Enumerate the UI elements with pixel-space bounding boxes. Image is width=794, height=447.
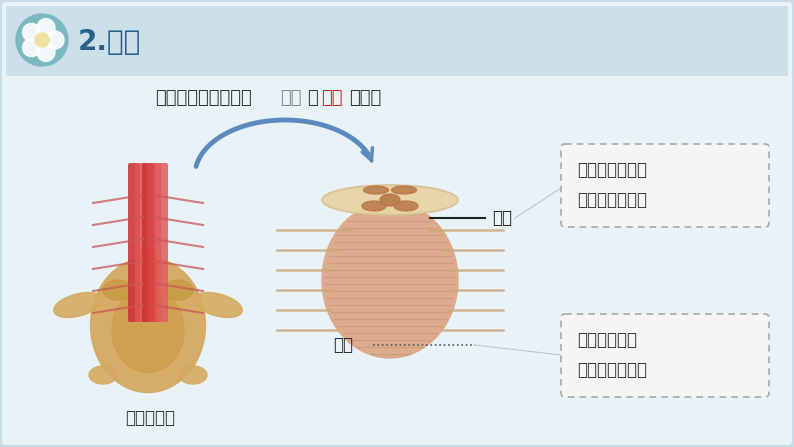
Text: 位置：灰质周围: 位置：灰质周围 <box>577 161 647 179</box>
Ellipse shape <box>322 202 458 358</box>
Ellipse shape <box>103 280 133 300</box>
FancyBboxPatch shape <box>561 314 769 397</box>
Ellipse shape <box>322 185 458 215</box>
Circle shape <box>37 19 55 37</box>
Text: 灰质: 灰质 <box>279 89 302 107</box>
FancyBboxPatch shape <box>149 163 161 322</box>
Circle shape <box>37 43 55 61</box>
Ellipse shape <box>391 186 417 194</box>
Ellipse shape <box>194 292 242 317</box>
Ellipse shape <box>163 280 193 300</box>
Text: 和: 和 <box>307 89 318 107</box>
Text: 白质: 白质 <box>322 89 343 107</box>
FancyBboxPatch shape <box>156 163 168 322</box>
Text: 位于椎管内: 位于椎管内 <box>125 409 175 427</box>
Circle shape <box>35 33 49 47</box>
Ellipse shape <box>54 292 102 317</box>
Ellipse shape <box>112 287 184 372</box>
Text: 2.脊髓: 2.脊髓 <box>78 28 141 56</box>
Text: 两部分: 两部分 <box>349 89 381 107</box>
Text: 形状：蝠蝶形: 形状：蝠蝶形 <box>577 331 637 349</box>
Ellipse shape <box>364 186 388 194</box>
Ellipse shape <box>394 201 418 211</box>
Ellipse shape <box>89 366 117 384</box>
Ellipse shape <box>362 201 386 211</box>
Bar <box>6 6 788 76</box>
Text: 色泽：色泽灰暗: 色泽：色泽灰暗 <box>577 361 647 379</box>
Circle shape <box>16 14 68 66</box>
Text: 灰质: 灰质 <box>333 336 353 354</box>
FancyBboxPatch shape <box>561 144 769 227</box>
Polygon shape <box>136 250 160 280</box>
Ellipse shape <box>91 257 206 392</box>
FancyBboxPatch shape <box>128 163 140 322</box>
Text: 白质: 白质 <box>492 209 512 227</box>
Text: 上端与脑相连；包括: 上端与脑相连；包括 <box>155 89 252 107</box>
Text: 色泽：色泽亮白: 色泽：色泽亮白 <box>577 191 647 209</box>
Circle shape <box>46 31 64 49</box>
Circle shape <box>22 23 40 42</box>
FancyBboxPatch shape <box>142 163 154 322</box>
Circle shape <box>22 38 40 57</box>
FancyBboxPatch shape <box>135 163 147 322</box>
Ellipse shape <box>380 194 400 206</box>
Ellipse shape <box>179 366 207 384</box>
